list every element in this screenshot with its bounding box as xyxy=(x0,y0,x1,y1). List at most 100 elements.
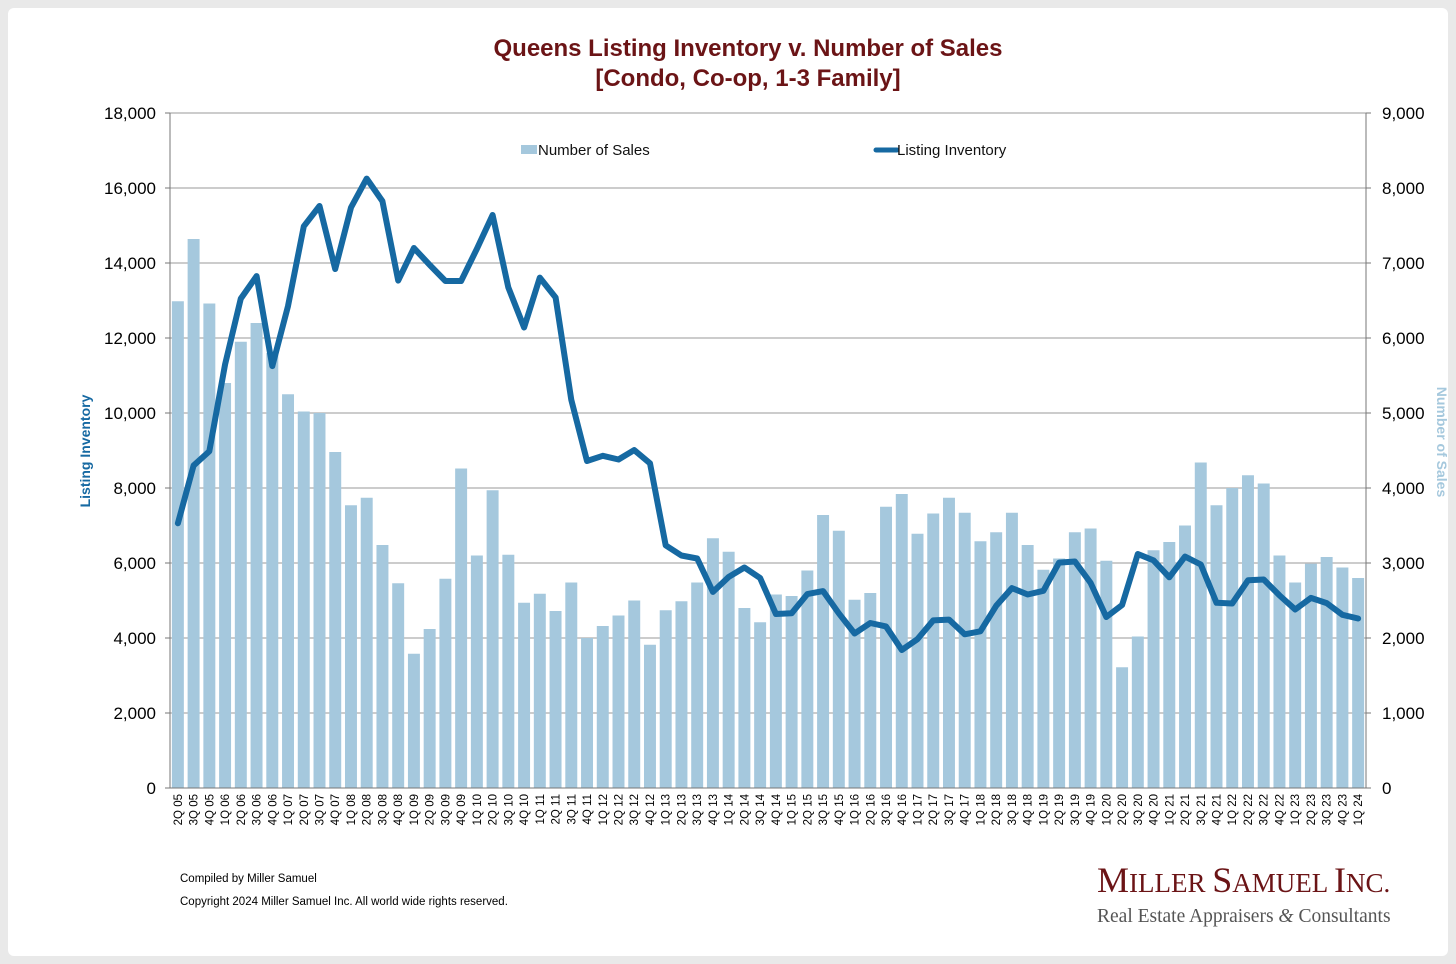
right-tick-label: 7,000 xyxy=(1382,254,1425,273)
sales-bar xyxy=(1053,558,1066,788)
x-tick-label: 1Q 16 xyxy=(850,794,862,825)
sales-bar xyxy=(817,515,830,788)
sales-bar xyxy=(659,610,672,788)
sales-bar xyxy=(329,452,342,788)
sales-bar xyxy=(565,582,578,788)
x-tick-label: 3Q 19 xyxy=(1070,794,1082,825)
x-tick-label: 1Q 18 xyxy=(975,794,987,825)
x-tick-label: 2Q 06 xyxy=(236,794,248,825)
x-tick-label: 3Q 16 xyxy=(881,794,893,825)
x-tick-label: 4Q 15 xyxy=(834,794,846,825)
sales-bar xyxy=(942,497,955,788)
sales-bar xyxy=(1100,560,1113,788)
right-tick-label: 1,000 xyxy=(1382,704,1425,723)
sales-bar xyxy=(927,513,940,788)
sales-bar xyxy=(691,582,704,788)
x-tick-label: 3Q 13 xyxy=(692,794,704,825)
x-tick-label: 4Q 13 xyxy=(708,794,720,825)
x-tick-label: 4Q 19 xyxy=(1086,794,1098,825)
x-tick-label: 2Q 08 xyxy=(362,794,374,825)
sales-bar xyxy=(1273,555,1286,788)
brand-name: MILLER SAMUEL INC. xyxy=(1097,860,1390,900)
right-tick-label: 4,000 xyxy=(1382,479,1425,498)
left-tick-label: 18,000 xyxy=(104,104,156,123)
left-tick-label: 6,000 xyxy=(113,554,156,573)
sales-bar xyxy=(1241,475,1254,788)
x-tick-label: 1Q 08 xyxy=(346,794,358,825)
x-tick-label: 3Q 08 xyxy=(377,794,389,825)
sales-bar xyxy=(549,611,562,788)
x-tick-label: 1Q 21 xyxy=(1164,794,1176,825)
sales-bar xyxy=(1068,532,1081,788)
x-tick-label: 3Q 15 xyxy=(818,794,830,825)
x-tick-label: 4Q 11 xyxy=(582,794,594,824)
x-tick-label: 3Q 09 xyxy=(440,794,452,825)
legend: Number of Sales Listing Inventory xyxy=(521,142,1007,159)
x-tick-label: 1Q 07 xyxy=(283,794,295,825)
x-tick-label: 1Q 15 xyxy=(787,794,799,825)
x-tick-label: 4Q 05 xyxy=(204,794,216,825)
x-tick-label: 1Q 09 xyxy=(409,794,421,825)
sales-bar xyxy=(344,505,357,788)
sales-bar xyxy=(958,512,971,788)
sales-bar xyxy=(1131,636,1144,788)
sales-bar xyxy=(470,555,483,788)
x-tick-label: 3Q 14 xyxy=(755,793,767,825)
right-axis-label: Number of Sales xyxy=(1434,387,1450,498)
sales-bar xyxy=(880,506,893,788)
sales-bar xyxy=(581,638,594,788)
x-tick-label: 2Q 17 xyxy=(928,794,940,825)
sales-bar xyxy=(407,653,420,788)
x-tick-label: 2Q 22 xyxy=(1243,794,1255,825)
left-tick-label: 10,000 xyxy=(104,404,156,423)
x-tick-label: 3Q 23 xyxy=(1322,794,1334,825)
x-tick-label: 3Q 06 xyxy=(252,794,264,825)
sales-bar xyxy=(1116,667,1129,788)
sales-bar xyxy=(250,323,263,788)
x-tick-label: 4Q 17 xyxy=(960,794,972,825)
sales-bar xyxy=(1179,525,1192,788)
left-tick-label: 8,000 xyxy=(113,479,156,498)
x-tick-label: 3Q 05 xyxy=(189,794,201,825)
left-tick-label: 12,000 xyxy=(104,329,156,348)
right-tick-label: 2,000 xyxy=(1382,629,1425,648)
sales-bar xyxy=(628,600,641,788)
sales-bar xyxy=(234,341,247,788)
x-tick-label: 4Q 09 xyxy=(456,794,468,825)
sales-bar xyxy=(1226,488,1239,788)
sales-bar xyxy=(423,629,436,788)
x-tick-label: 3Q 10 xyxy=(503,794,515,825)
x-tick-label: 2Q 16 xyxy=(865,794,877,825)
x-tick-label: 3Q 20 xyxy=(1133,794,1145,825)
axes xyxy=(165,112,1371,789)
x-tick-label: 2Q 09 xyxy=(425,794,437,825)
x-tick-label: 2Q 15 xyxy=(802,794,814,825)
compiled-by: Compiled by Miller Samuel xyxy=(180,873,317,885)
right-tick-label: 0 xyxy=(1382,779,1391,798)
x-tick-label: 3Q 21 xyxy=(1196,794,1208,825)
sales-bar xyxy=(1352,578,1365,788)
left-tick-label: 14,000 xyxy=(104,254,156,273)
left-axis-label: Listing Inventory xyxy=(77,394,93,507)
x-tick-label: 1Q 14 xyxy=(724,793,736,825)
x-tick-label: 4Q 07 xyxy=(330,794,342,825)
x-tick-label: 1Q 20 xyxy=(1101,794,1113,825)
sales-bar xyxy=(171,301,184,788)
sales-bar xyxy=(297,411,310,788)
sales-bar xyxy=(643,644,656,788)
x-tick-label: 4Q 16 xyxy=(897,794,909,825)
left-tick-label: 16,000 xyxy=(104,179,156,198)
x-tick-label: 4Q 20 xyxy=(1149,794,1161,825)
sales-bar xyxy=(974,541,987,788)
sales-bar xyxy=(848,599,861,788)
x-tick-label: 3Q 17 xyxy=(944,794,956,825)
sales-bar xyxy=(1257,483,1270,788)
x-tick-label: 2Q 07 xyxy=(299,794,311,825)
x-tick-label: 4Q 18 xyxy=(1023,794,1035,825)
x-tick-label: 1Q 22 xyxy=(1227,794,1239,825)
x-tick-label: 2Q 23 xyxy=(1306,794,1318,825)
x-tick-label: 2Q 20 xyxy=(1117,794,1129,825)
sales-bar xyxy=(675,601,688,788)
sales-bar xyxy=(706,538,719,788)
x-tick-label: 2Q 12 xyxy=(614,794,626,825)
